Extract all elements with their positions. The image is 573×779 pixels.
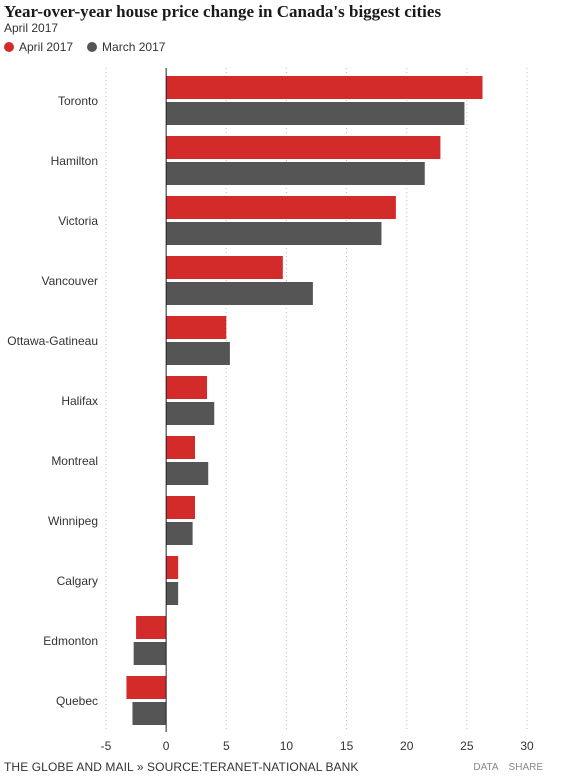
bar-toronto-april [166, 76, 483, 99]
category-label-3: Vancouver [42, 274, 98, 288]
x-tick-label-0: -5 [101, 739, 112, 753]
bar-vancouver-march [166, 282, 313, 305]
bar-quebec-march [132, 702, 167, 725]
bar-ottawa-gatineau-april [166, 316, 227, 339]
legend-label-march: March 2017 [102, 40, 166, 54]
bar-calgary-april [166, 556, 179, 579]
bar-winnipeg-march [166, 522, 193, 545]
bar-victoria-april [166, 196, 396, 219]
category-label-7: Winnipeg [48, 514, 98, 528]
bar-winnipeg-april [166, 496, 196, 519]
bar-edmonton-april [136, 616, 167, 639]
bar-montreal-april [166, 436, 196, 459]
x-tick-label-7: 30 [520, 739, 534, 753]
x-tick-label-3: 10 [280, 739, 294, 753]
bar-montreal-march [166, 462, 209, 485]
chart-title: Year-over-year house price change in Can… [4, 2, 442, 21]
bar-calgary-march [166, 582, 179, 605]
category-label-2: Victoria [58, 214, 98, 228]
x-tick-label-5: 20 [400, 739, 414, 753]
x-tick-label-1: 0 [163, 739, 170, 753]
category-label-9: Edmonton [43, 634, 98, 648]
bar-hamilton-march [166, 162, 425, 185]
category-label-4: Ottawa-Gatineau [7, 334, 98, 348]
bar-halifax-march [166, 402, 215, 425]
bar-vancouver-april [166, 256, 283, 279]
category-label-0: Toronto [58, 94, 98, 108]
bar-edmonton-march [133, 642, 167, 665]
legend-swatch-april [4, 42, 14, 52]
category-label-1: Hamilton [51, 154, 98, 168]
bar-toronto-march [166, 102, 465, 125]
category-label-6: Montreal [51, 454, 98, 468]
legend-item-april: April 2017 [4, 40, 73, 54]
data-link[interactable]: DATA [473, 762, 499, 773]
category-label-5: Halifax [61, 394, 98, 408]
bar-halifax-april [166, 376, 208, 399]
chart-subtitle: April 2017 [4, 21, 59, 35]
category-label-8: Calgary [57, 574, 98, 588]
category-label-10: Quebec [56, 694, 98, 708]
bar-quebec-april [126, 676, 167, 699]
source-credit: THE GLOBE AND MAIL » SOURCE:TERANET-NATI… [4, 760, 359, 774]
footer-links: DATA SHARE [473, 762, 543, 773]
bar-ottawa-gatineau-march [166, 342, 230, 365]
legend-label-april: April 2017 [19, 40, 74, 54]
x-tick-label-2: 5 [223, 739, 230, 753]
x-tick-label-4: 15 [340, 739, 354, 753]
bar-hamilton-april [166, 136, 441, 159]
legend-item-march: March 2017 [87, 40, 165, 54]
legend: April 2017 March 2017 [4, 40, 179, 54]
legend-swatch-march [87, 42, 98, 52]
share-link[interactable]: SHARE [508, 762, 543, 773]
bar-victoria-march [166, 222, 382, 245]
x-tick-label-6: 25 [460, 739, 474, 753]
